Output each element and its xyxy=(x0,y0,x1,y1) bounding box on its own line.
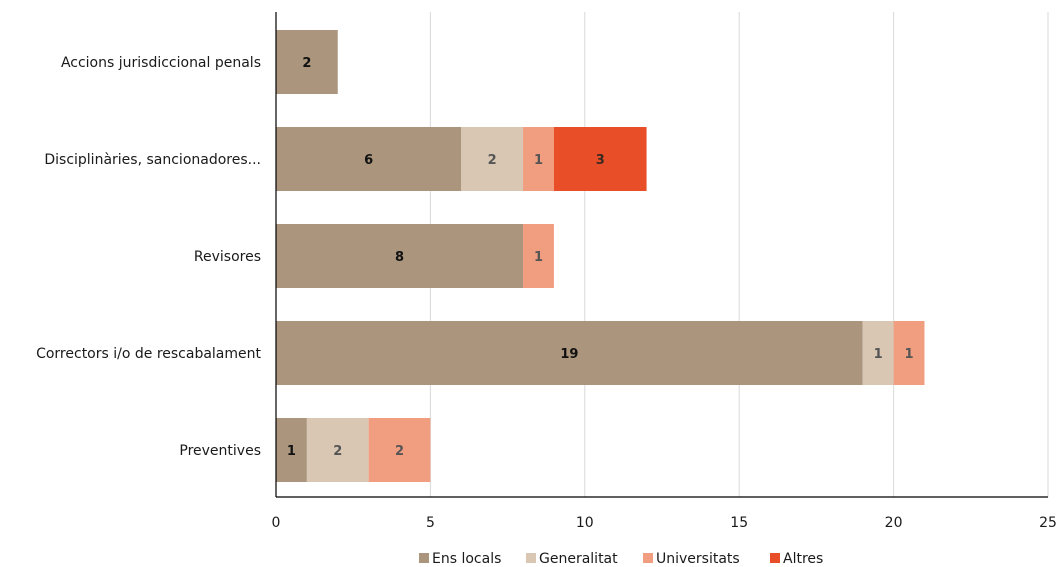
category-label: Revisores xyxy=(194,249,261,265)
x-tick-label-20: 20 xyxy=(885,515,903,531)
data-label: 1 xyxy=(287,444,296,459)
data-label: 8 xyxy=(395,250,404,265)
bars xyxy=(276,30,925,482)
legend-item: Universitats xyxy=(643,551,740,567)
legend-label: Ens locals xyxy=(432,551,501,567)
data-label: 1 xyxy=(905,347,914,362)
bar-segment xyxy=(276,224,524,288)
bar-segment xyxy=(306,418,369,482)
data-label: 6 xyxy=(364,153,373,168)
x-tick-labels: 0 5 10 15 20 25 xyxy=(272,515,1057,531)
bar-segment xyxy=(862,321,894,385)
category-label: Preventives xyxy=(179,443,261,459)
bar-segment xyxy=(523,127,554,191)
bar-segment xyxy=(276,30,338,94)
legend-item: Altres xyxy=(770,551,823,567)
legend-swatch xyxy=(770,553,780,563)
data-label: 1 xyxy=(534,153,543,168)
x-tick-label-15: 15 xyxy=(730,515,748,531)
category-label: Accions jurisdiccional penals xyxy=(61,55,261,71)
data-label: 2 xyxy=(302,56,311,71)
category-labels: Accions jurisdiccional penals Disciplinàr… xyxy=(36,55,261,459)
data-label: 2 xyxy=(333,444,342,459)
legend-swatch xyxy=(643,553,653,563)
legend-item: Generalitat xyxy=(526,551,618,567)
bar-segment xyxy=(553,127,647,191)
data-label: 19 xyxy=(560,347,578,362)
legend-label: Generalitat xyxy=(539,551,618,567)
data-label: 2 xyxy=(395,444,404,459)
bar-segment xyxy=(893,321,925,385)
legend: Ens locals Generalitat Universitats Altres xyxy=(419,551,823,567)
gridlines xyxy=(429,12,1049,497)
x-tick-label-25: 25 xyxy=(1039,515,1057,531)
legend-swatch xyxy=(419,553,429,563)
legend-label: Altres xyxy=(783,551,823,567)
bar-segment xyxy=(276,418,307,482)
data-label: 3 xyxy=(596,153,605,168)
legend-swatch xyxy=(526,553,536,563)
x-tick-label-0: 0 xyxy=(272,515,281,531)
legend-label: Universitats xyxy=(656,551,740,567)
x-tick-label-5: 5 xyxy=(426,515,435,531)
data-label: 1 xyxy=(874,347,883,362)
category-label: Disciplinàries, sancionadores... xyxy=(44,152,261,168)
x-tick-label-10: 10 xyxy=(576,515,594,531)
data-label: 1 xyxy=(534,250,543,265)
bar-segment xyxy=(276,127,462,191)
bar-segment xyxy=(276,321,863,385)
category-label: Correctors i/o de rescabalament xyxy=(36,346,261,362)
bar-segment xyxy=(523,224,554,288)
bar-segment xyxy=(368,418,431,482)
data-labels: 2 6 2 1 3 8 1 19 1 1 1 2 2 xyxy=(287,56,914,459)
data-label: 2 xyxy=(488,153,497,168)
bar-segment xyxy=(461,127,524,191)
legend-item: Ens locals xyxy=(419,551,501,567)
